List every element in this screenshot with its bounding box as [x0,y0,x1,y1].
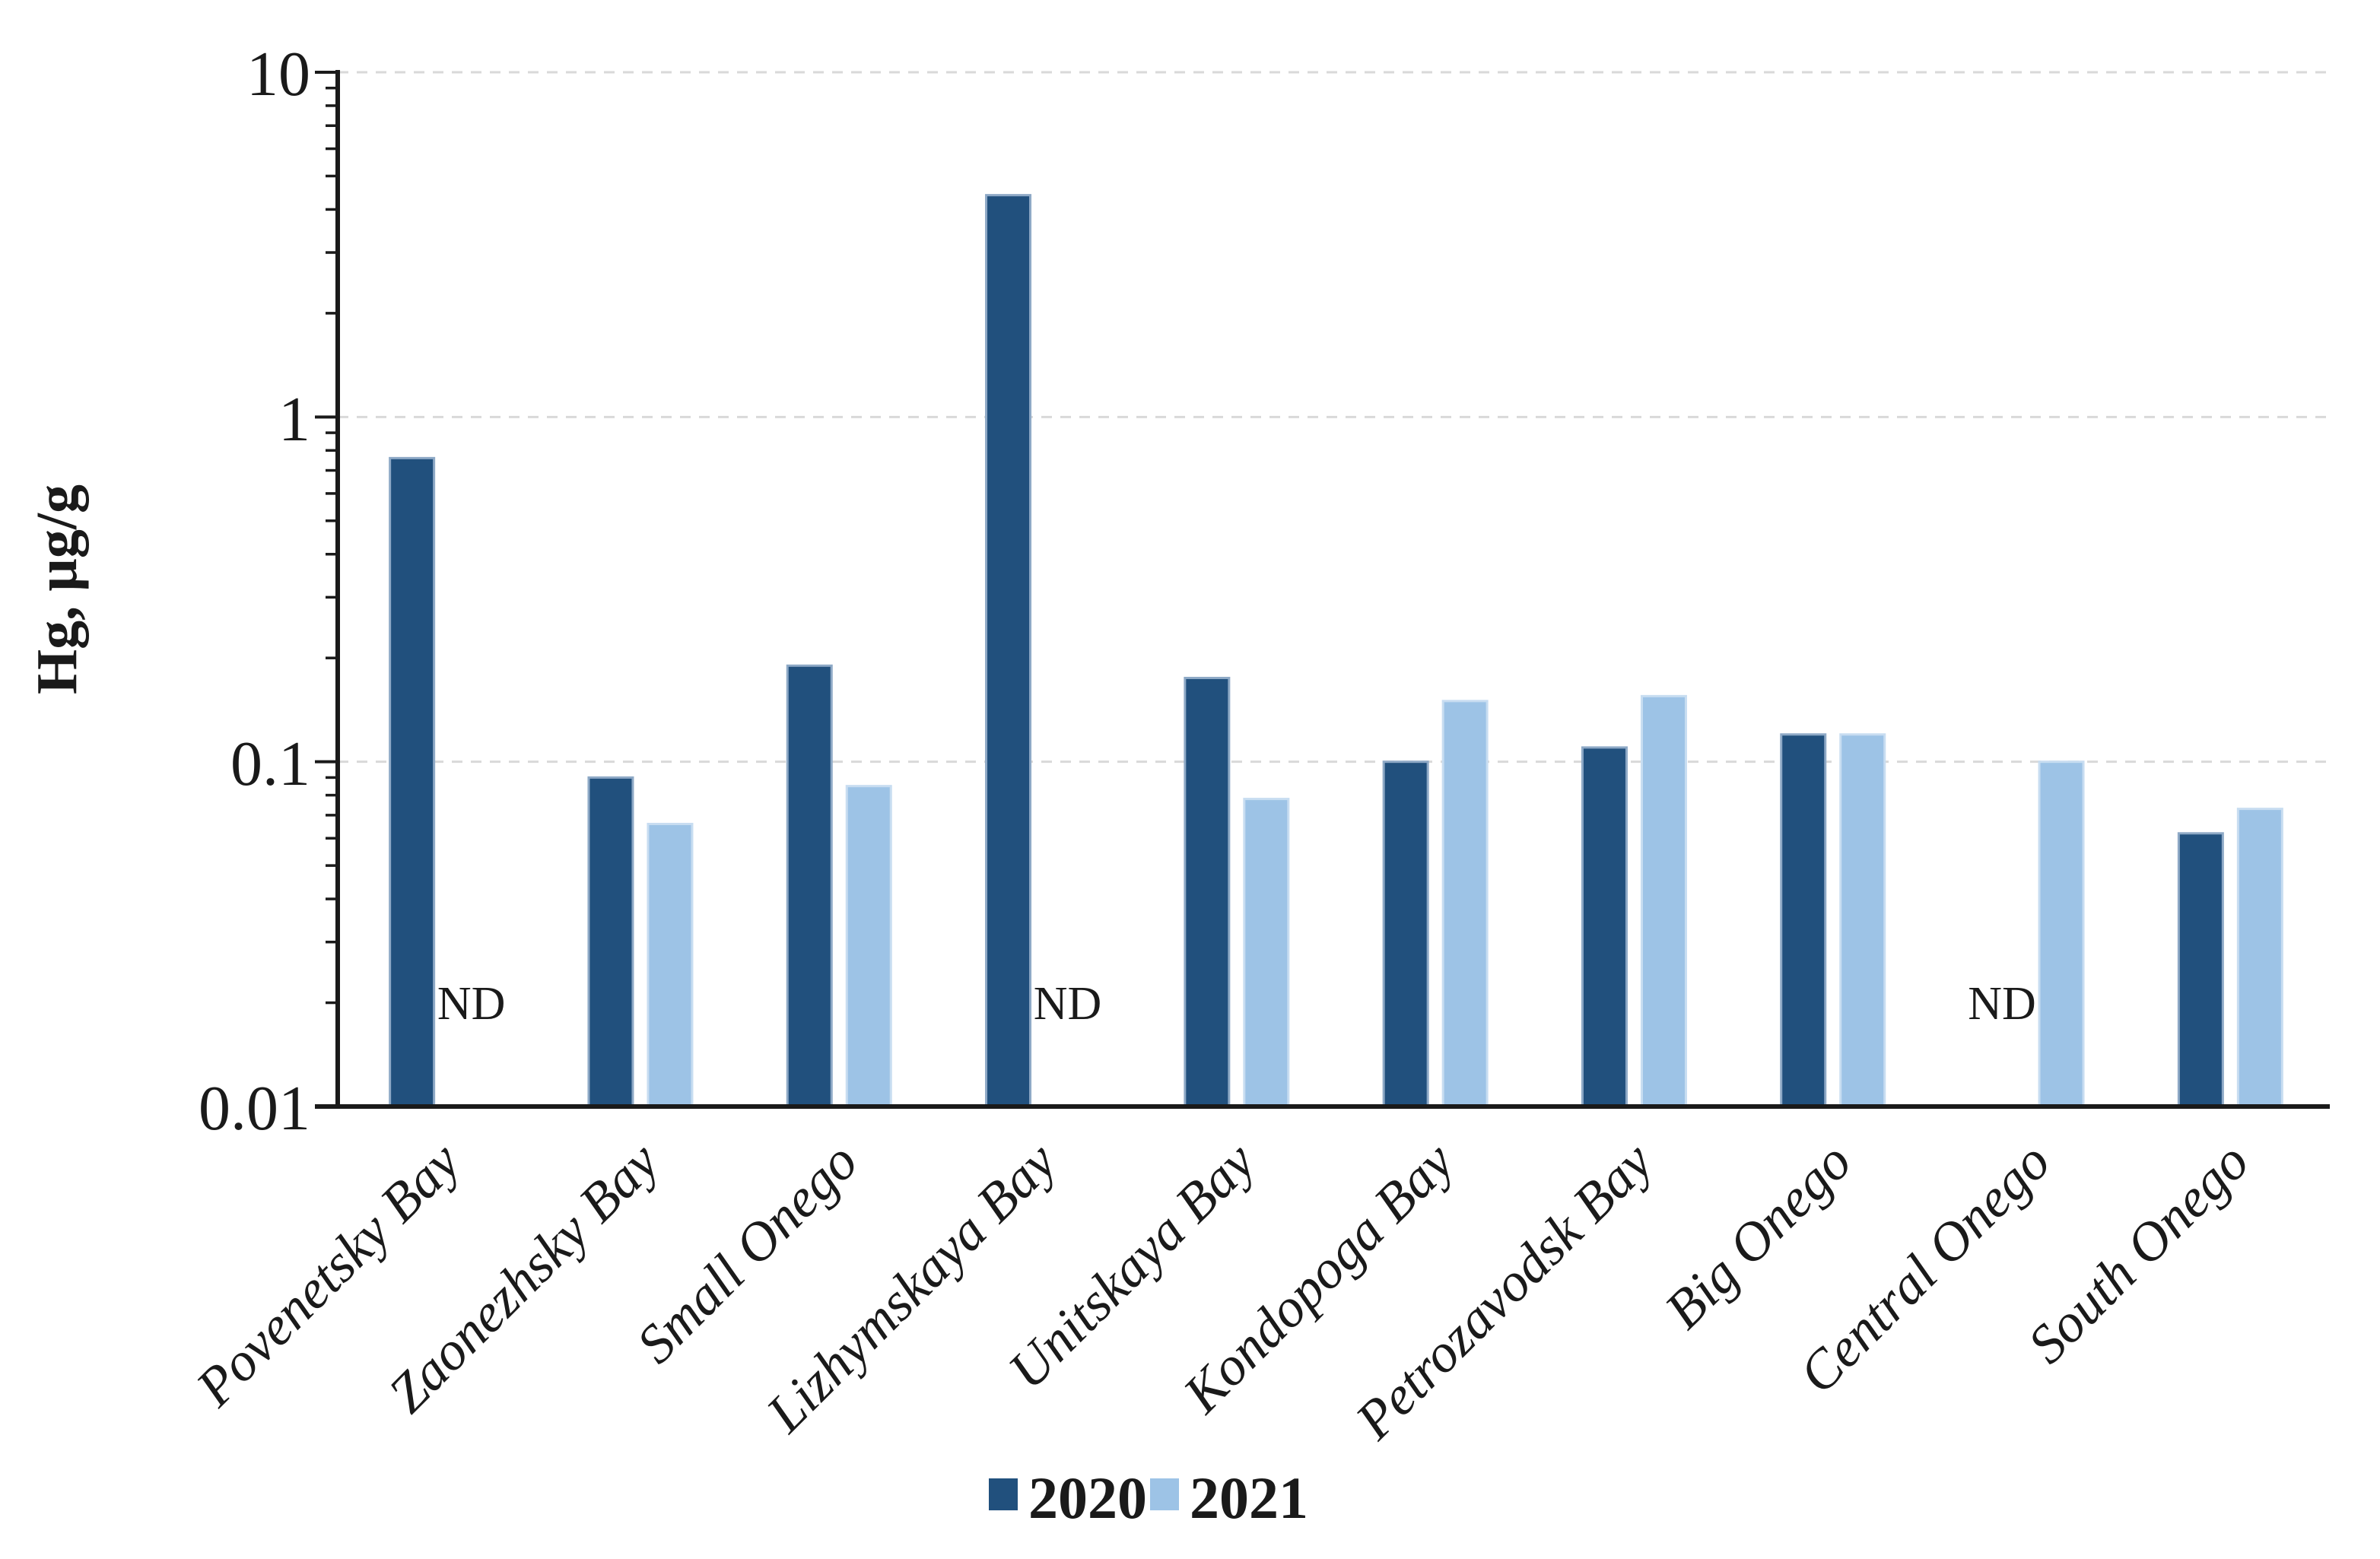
legend-swatch-2020 [989,1478,1018,1510]
ytick-label-10: 10 [246,39,310,110]
bar-2020-povenetsky-bay [389,456,436,1108]
xcat-label-big-onego: Big Onego [1653,1131,1863,1341]
bar-2021-kondopoga-bay [1441,700,1489,1108]
y-axis-title: Hg, µg/g [25,484,89,694]
bars: ND ND ND [389,194,2283,1108]
nd-label-central-onego-2020: ND [1968,978,2036,1030]
bar-2021-unitskaya-bay [1243,798,1290,1108]
bar-2021-big-onego [1839,733,1886,1108]
ytick-label-0.1: 0.1 [230,729,310,799]
bar-2020-kondopoga-bay [1382,760,1429,1108]
bar-2021-petrozavodsk-bay [1640,694,1687,1108]
bar-2021-south-onego [2236,808,2283,1108]
bar-2021-central-onego [2038,760,2085,1108]
legend-label-2020: 2020 [1028,1465,1147,1531]
ytick-label-0.01: 0.01 [199,1073,310,1144]
bar-2020-big-onego [1780,733,1827,1108]
bar-2021-zaonezhsky-bay [647,822,694,1108]
ytick-label-1: 1 [278,384,310,455]
bar-2020-petrozavodsk-bay [1581,746,1628,1108]
bar-2020-lizhymskaya-bay [985,194,1032,1108]
nd-label-povenetsky-bay-2021: ND [437,978,506,1030]
bar-2020-south-onego [2177,832,2224,1108]
gridlines [338,71,2330,764]
legend-label-2021: 2021 [1190,1465,1308,1531]
nd-label-lizhymskaya-bay-2021: ND [1034,978,1102,1030]
y-axis-ticks [315,71,338,1108]
bar-2020-zaonezhsky-bay [587,776,634,1108]
legend-swatch-2021 [1150,1478,1179,1510]
legend: 2020 2021 [989,1465,1308,1531]
bar-2020-unitskaya-bay [1184,676,1231,1108]
bar-2021-small-onego [845,785,892,1108]
bar-2020-small-onego [786,664,833,1108]
